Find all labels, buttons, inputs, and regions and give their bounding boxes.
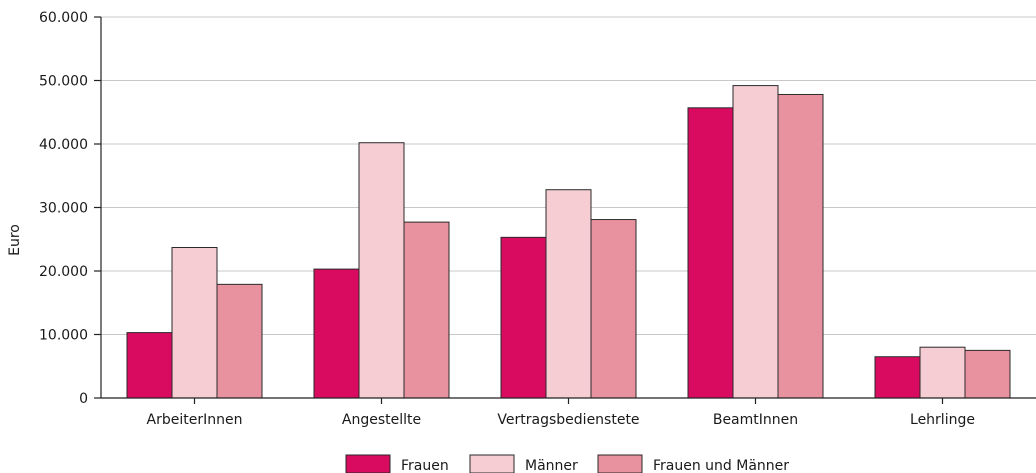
bar-beamtinnen-3 — [777, 93, 824, 399]
y-tick-label: 0 — [79, 391, 88, 407]
bar-arbeiterinnen-3 — [216, 283, 263, 399]
y-tick-labels: 0 10.000 20.000 30.000 40.000 50.000 60.000 — [39, 10, 88, 407]
y-tick-label: 60.000 — [39, 10, 88, 26]
bar-angestellte-3 — [403, 221, 450, 399]
bar-angestellte-1 — [313, 268, 360, 399]
category-label: BeamtInnen — [713, 412, 798, 428]
legend-swatch — [469, 454, 515, 473]
legend-swatch — [345, 454, 391, 473]
category-labels: ArbeiterInnen Angestellte Vertragsbedienst… — [147, 412, 975, 428]
category-label: ArbeiterInnen — [147, 412, 243, 428]
y-tick-label: 50.000 — [39, 74, 88, 90]
y-tick-label: 30.000 — [39, 201, 88, 217]
bar-angestellte-2 — [358, 142, 405, 399]
bar-lehrlinge-3 — [964, 349, 1011, 399]
y-tick-label: 40.000 — [39, 137, 88, 153]
bar-beamtinnen-1 — [687, 107, 734, 399]
bar-vertragsbedienstete-3 — [590, 219, 637, 399]
legend: Frauen Männer Frauen und Männer — [345, 454, 789, 473]
axes — [94, 16, 1036, 404]
legend-label: Männer — [525, 458, 578, 473]
category-label: Angestellte — [342, 412, 421, 428]
bar-arbeiterinnen-1 — [126, 332, 173, 399]
y-tick-label: 10.000 — [39, 328, 88, 344]
bar-lehrlinge-1 — [874, 356, 921, 399]
category-label: Lehrlinge — [910, 412, 975, 428]
bar-beamtinnen-2 — [732, 85, 779, 399]
legend-swatch — [597, 454, 643, 473]
bar-vertragsbedienstete-2 — [545, 189, 592, 399]
y-tick-label: 20.000 — [39, 264, 88, 280]
bar-arbeiterinnen-2 — [171, 247, 218, 399]
bar-vertragsbedienstete-1 — [500, 236, 547, 399]
y-axis-title: Euro — [7, 224, 23, 256]
category-label: Vertragsbedienstete — [497, 412, 639, 428]
bar-lehrlinge-2 — [919, 346, 966, 399]
bars — [126, 85, 1011, 399]
legend-label: Frauen — [401, 458, 449, 473]
legend-label: Frauen und Männer — [653, 458, 789, 473]
